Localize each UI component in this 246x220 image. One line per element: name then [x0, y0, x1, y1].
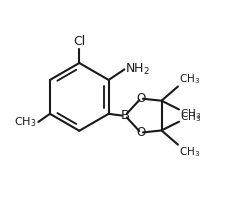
Text: CH$_3$: CH$_3$ [179, 72, 200, 86]
Text: NH$_2$: NH$_2$ [125, 62, 151, 77]
Text: CH$_3$: CH$_3$ [14, 116, 37, 130]
Text: CH$_3$: CH$_3$ [179, 145, 200, 159]
Text: B: B [121, 109, 130, 122]
Text: Cl: Cl [73, 35, 85, 48]
Text: O: O [136, 126, 145, 139]
Text: CH$_3$: CH$_3$ [180, 110, 201, 124]
Text: O: O [136, 92, 145, 105]
Text: CH$_3$: CH$_3$ [180, 107, 201, 121]
